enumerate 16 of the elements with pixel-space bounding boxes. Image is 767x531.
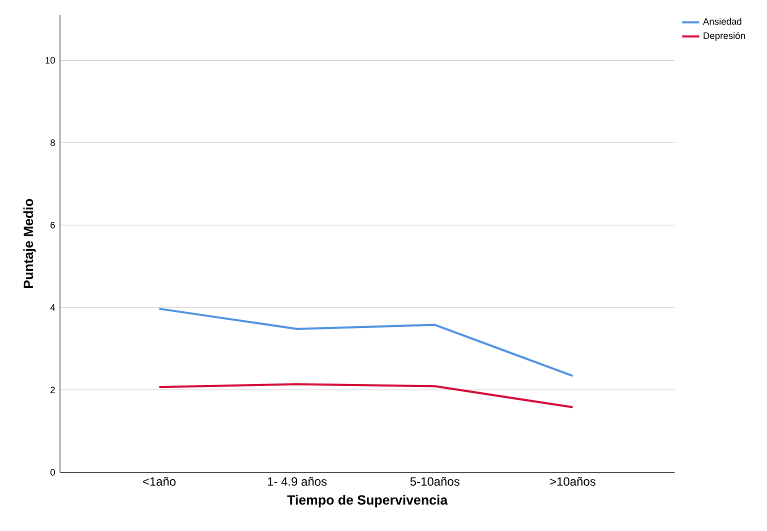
y-tick-label: 8 (50, 139, 55, 146)
legend-label: Ansiedad (702, 18, 742, 25)
line-series (158, 308, 574, 377)
x-tick-label: >10años (550, 477, 596, 486)
y-tick-label: 4 (50, 304, 56, 311)
line-series (158, 383, 574, 408)
x-axis-title: Tiempo de Supervivencia (287, 494, 448, 508)
y-tick-label: 10 (46, 57, 55, 64)
legend-label: Depresión (704, 32, 745, 41)
y-axis-title: Puntaje Medio (23, 198, 36, 288)
x-tick-label: <1año (142, 477, 176, 486)
y-tick-label: 0 (50, 469, 55, 476)
x-tick-label: 1- 4.9 años (268, 477, 327, 486)
y-tick-label: 2 (50, 386, 55, 394)
y-tick-label: 6 (50, 222, 55, 228)
x-tick-label: 5-10años (410, 477, 460, 486)
